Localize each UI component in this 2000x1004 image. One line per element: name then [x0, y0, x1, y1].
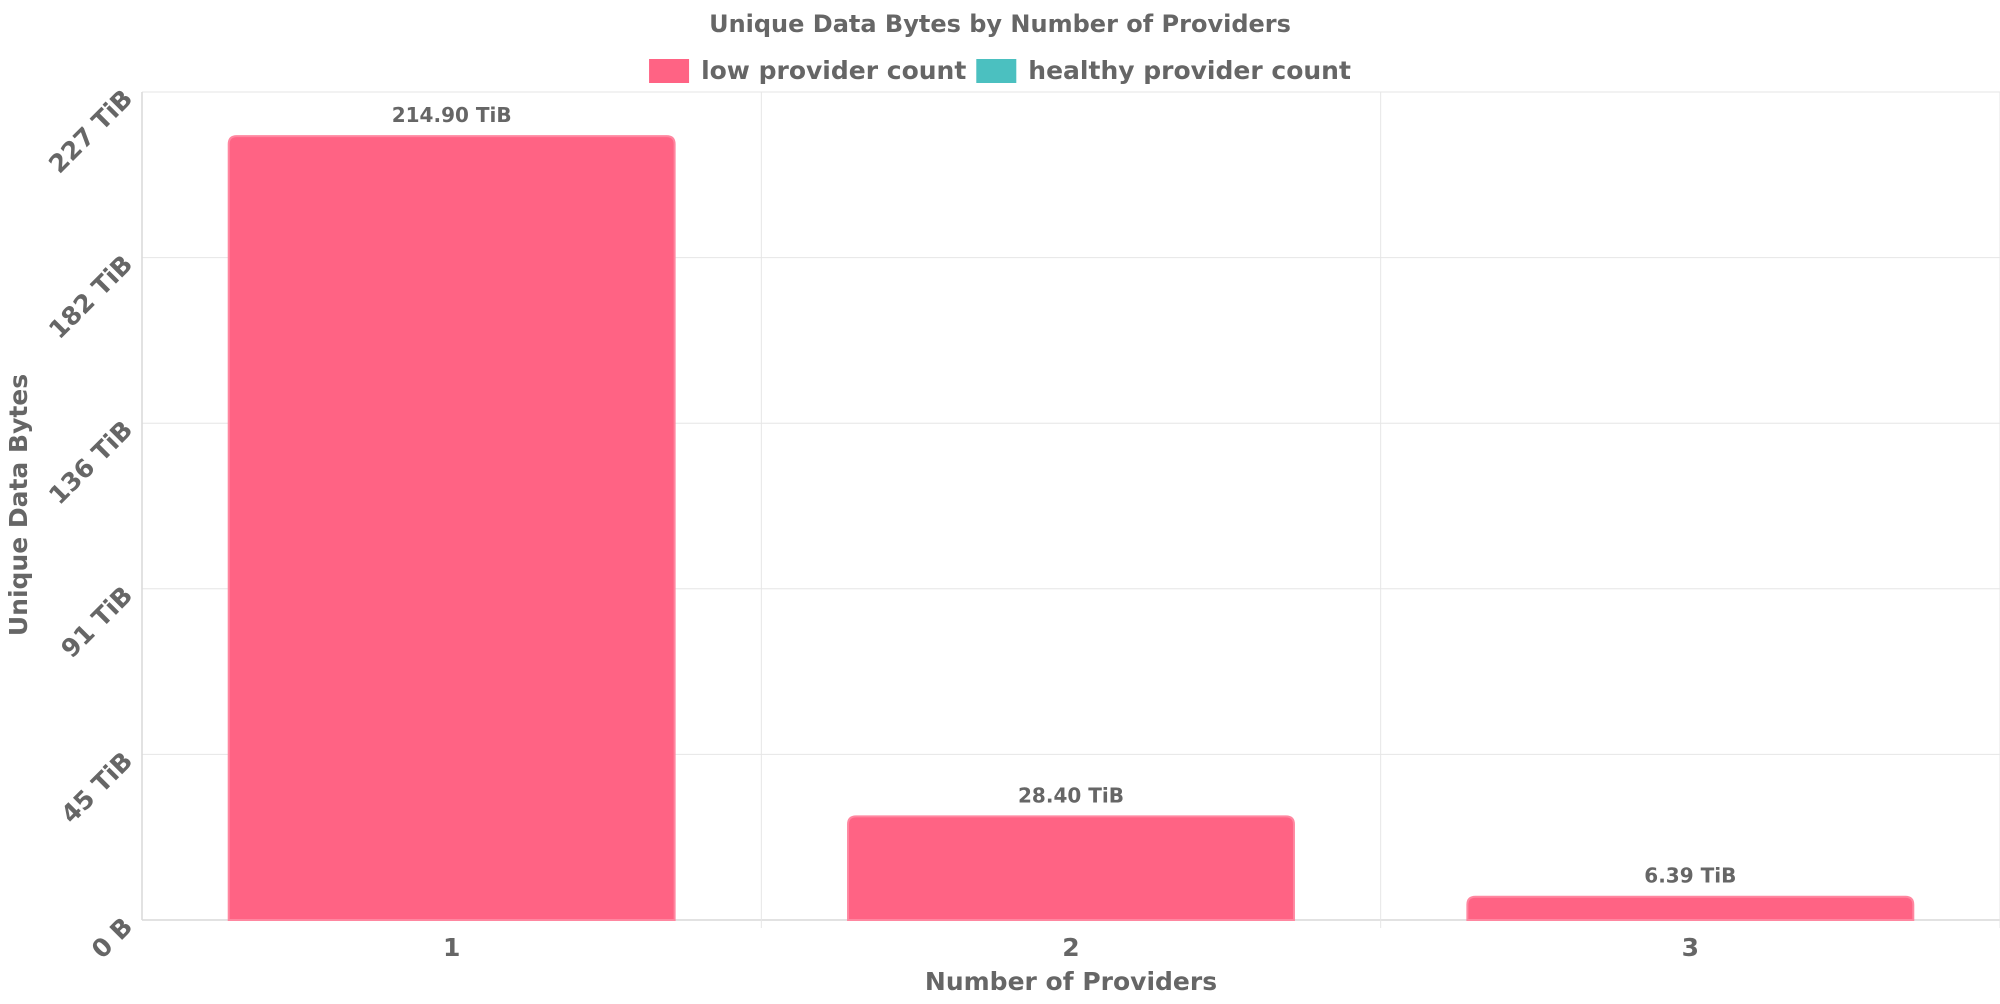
legend-label: low provider count: [701, 56, 966, 85]
x-tick-label: 2: [1062, 933, 1079, 962]
data-label-3: 6.39 TiB: [1644, 864, 1736, 888]
bar-1[interactable]: [227, 135, 676, 921]
x-tick-label: 3: [1682, 933, 1699, 962]
x-axis-ticks: 1 2 3: [443, 933, 1699, 962]
x-axis-title: Number of Providers: [925, 967, 1217, 996]
legend[interactable]: low provider count healthy provider count: [649, 56, 1351, 85]
y-axis-title: Unique Data Bytes: [4, 374, 33, 636]
y-tick-label: 136 TiB: [43, 415, 138, 510]
y-tick-label: 91 TiB: [55, 581, 138, 664]
y-tick-label: 0 B: [86, 912, 138, 964]
bar-2[interactable]: [847, 815, 1295, 921]
data-labels: 214.90 TiB 28.40 TiB 6.39 TiB: [392, 103, 1737, 888]
legend-item[interactable]: low provider count: [649, 56, 966, 85]
legend-label: healthy provider count: [1028, 56, 1351, 85]
legend-item[interactable]: healthy provider count: [976, 56, 1351, 85]
bars: [227, 135, 1915, 921]
bar-3[interactable]: [1466, 895, 1915, 921]
legend-swatch: [649, 59, 690, 83]
y-tick-label: 182 TiB: [43, 249, 138, 344]
data-label-2: 28.40 TiB: [1018, 783, 1124, 807]
x-tick-label: 1: [443, 933, 460, 962]
y-tick-label: 45 TiB: [55, 746, 138, 829]
data-label-1: 214.90 TiB: [392, 103, 512, 127]
y-axis-ticks: 0 B 45 TiB 91 TiB 136 TiB 182 TiB 227 TiB: [43, 84, 138, 964]
chart-title: Unique Data Bytes by Number of Providers: [709, 10, 1291, 38]
legend-swatch: [976, 59, 1017, 83]
y-tick-label: 227 TiB: [43, 84, 138, 179]
